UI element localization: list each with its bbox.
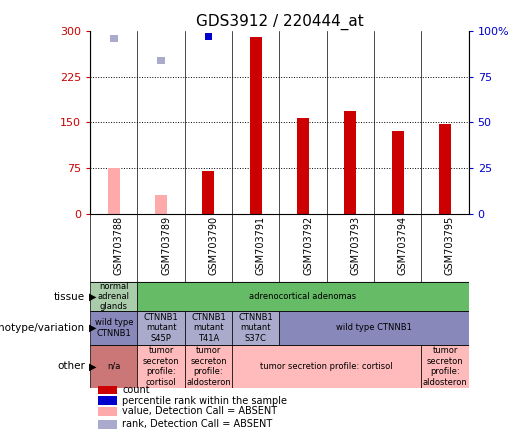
Text: tumor
secreton
profile:
aldosteron: tumor secreton profile: aldosteron — [186, 346, 231, 387]
Text: tumor
secreton
profile:
cortisol: tumor secreton profile: cortisol — [143, 346, 179, 387]
Text: CTNNB1
mutant
T41A: CTNNB1 mutant T41A — [191, 313, 226, 343]
Text: GSM703793: GSM703793 — [350, 216, 360, 275]
Text: other: other — [57, 361, 85, 372]
Text: CTNNB1
mutant
S45P: CTNNB1 mutant S45P — [144, 313, 179, 343]
Bar — [280, 311, 469, 345]
Bar — [98, 386, 116, 394]
Text: GSM703789: GSM703789 — [161, 216, 171, 275]
Text: genotype/variation: genotype/variation — [0, 323, 85, 333]
Bar — [157, 57, 165, 64]
Text: percentile rank within the sample: percentile rank within the sample — [122, 396, 287, 406]
Text: GSM703792: GSM703792 — [303, 216, 313, 275]
Text: ▶: ▶ — [89, 292, 96, 301]
Bar — [138, 282, 469, 311]
Bar — [98, 420, 116, 428]
Bar — [185, 311, 232, 345]
Text: GSM703795: GSM703795 — [445, 216, 455, 275]
Bar — [232, 311, 280, 345]
Bar — [108, 168, 119, 214]
Text: tumor secretion profile: cortisol: tumor secretion profile: cortisol — [261, 362, 393, 371]
Text: count: count — [122, 385, 150, 395]
Text: rank, Detection Call = ABSENT: rank, Detection Call = ABSENT — [122, 419, 272, 429]
Text: GSM703790: GSM703790 — [209, 216, 218, 275]
Text: tissue: tissue — [54, 292, 85, 301]
Bar — [250, 37, 262, 214]
Bar — [90, 311, 138, 345]
Bar — [98, 396, 116, 405]
Bar — [185, 345, 232, 388]
Bar — [345, 111, 356, 214]
Text: ▶: ▶ — [89, 323, 96, 333]
Bar — [204, 33, 212, 40]
Bar — [297, 118, 309, 214]
Text: GSM703788: GSM703788 — [114, 216, 124, 275]
Text: wild type
CTNNB1: wild type CTNNB1 — [95, 318, 133, 337]
Bar — [421, 345, 469, 388]
Bar — [90, 345, 138, 388]
Bar — [155, 195, 167, 214]
Bar — [138, 345, 185, 388]
Text: wild type CTNNB1: wild type CTNNB1 — [336, 323, 412, 333]
Text: n/a: n/a — [107, 362, 121, 371]
Bar — [98, 407, 116, 416]
Text: ▶: ▶ — [89, 361, 96, 372]
Title: GDS3912 / 220444_at: GDS3912 / 220444_at — [196, 13, 363, 30]
Text: GSM703791: GSM703791 — [256, 216, 266, 275]
Bar — [439, 123, 451, 214]
Text: GSM703794: GSM703794 — [398, 216, 408, 275]
Text: adrenocortical adenomas: adrenocortical adenomas — [249, 292, 356, 301]
Text: tumor
secreton
profile:
aldosteron: tumor secreton profile: aldosteron — [423, 346, 468, 387]
Text: CTNNB1
mutant
S37C: CTNNB1 mutant S37C — [238, 313, 273, 343]
Bar — [110, 35, 117, 42]
Bar — [138, 311, 185, 345]
Bar — [90, 282, 138, 311]
Bar — [202, 171, 214, 214]
Text: value, Detection Call = ABSENT: value, Detection Call = ABSENT — [122, 406, 278, 416]
Text: normal
adrenal
glands: normal adrenal glands — [98, 281, 130, 311]
Bar — [232, 345, 421, 388]
Bar — [392, 131, 404, 214]
